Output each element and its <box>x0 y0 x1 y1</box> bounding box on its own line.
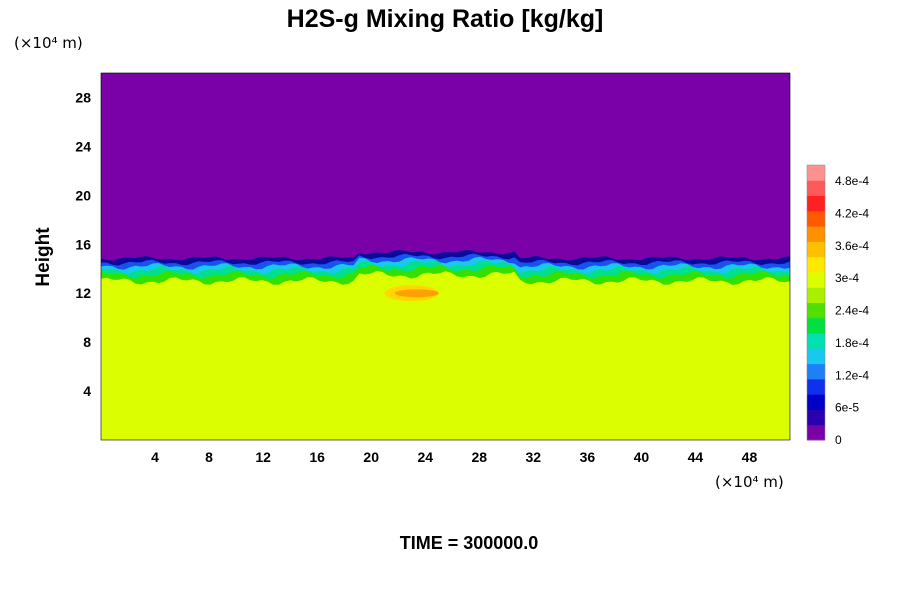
colorbar-tick-label: 1.2e-4 <box>835 368 869 382</box>
y-tick-label: 28 <box>75 89 91 105</box>
colorbar-tick-label: 6e-5 <box>835 401 859 415</box>
x-tick-label: 4 <box>151 449 159 465</box>
colorbar-tick-label: 3e-4 <box>835 271 859 285</box>
x-tick-label: 48 <box>742 449 758 465</box>
colorbar-segment <box>807 302 825 319</box>
colorbar-segment <box>807 287 825 303</box>
time-label: TIME = 300000.0 <box>400 533 539 553</box>
y-tick-label: 16 <box>75 236 91 252</box>
y-axis: 4 8 12 16 20 24 28 <box>75 89 91 399</box>
x-tick-label: 12 <box>255 449 271 465</box>
colorbar-frame <box>806 164 826 441</box>
plot-area <box>100 72 791 441</box>
colorbar-tick-label: 2.4e-4 <box>835 304 869 318</box>
colorbar-segment <box>807 210 825 227</box>
colorbar-tick-label: 3.6e-4 <box>835 239 869 253</box>
maximum-core <box>394 289 439 298</box>
colorbar-segment <box>807 348 825 365</box>
y-tick-label: 24 <box>75 138 91 154</box>
colorbar-segment <box>807 378 825 395</box>
colorbar-segment <box>807 394 825 410</box>
colorbar-segment <box>807 317 825 334</box>
colorbar-tick-label: 1.8e-4 <box>835 336 869 350</box>
colorbar-segment <box>807 180 825 197</box>
x-tick-label: 32 <box>526 449 542 465</box>
colorbar-segment <box>807 363 825 380</box>
colorbar: 4.8e-4 4.2e-4 3.6e-4 3e-4 2.4e-4 1.8e-4 1.2e-4… <box>806 164 869 447</box>
x-tick-label: 16 <box>309 449 325 465</box>
colorbar-segment <box>807 271 825 288</box>
colorbar-segment <box>807 256 825 273</box>
x-tick-label: 40 <box>634 449 650 465</box>
colorbar-tick-label: 4.8e-4 <box>835 174 869 188</box>
x-tick-label: 20 <box>363 449 379 465</box>
upper-zero-region <box>101 73 790 261</box>
colorbar-segment <box>807 409 825 426</box>
x-tick-label: 24 <box>417 449 433 465</box>
colorbar-segment <box>807 333 825 349</box>
y-axis-label: Height <box>33 227 54 287</box>
x-tick-label: 28 <box>471 449 487 465</box>
colorbar-tick-label: 4.2e-4 <box>835 207 869 221</box>
colorbar-segment <box>807 195 825 212</box>
x-tick-label: 44 <box>688 449 704 465</box>
colorbar-segment <box>807 424 825 441</box>
x-axis: 4 8 12 16 20 24 28 32 36 40 44 48 <box>151 449 757 465</box>
chart-title: H2S-g Mixing Ratio [kg/kg] <box>287 5 604 33</box>
colorbar-segment <box>807 241 825 258</box>
x-tick-label: 8 <box>205 449 213 465</box>
colorbar-segment <box>807 165 825 181</box>
colorbar-segment <box>807 226 825 242</box>
colorbar-tick-label: 0 <box>835 433 842 447</box>
y-tick-label: 20 <box>75 187 91 203</box>
plot-frame <box>100 72 791 441</box>
y-tick-label: 12 <box>75 285 91 301</box>
y-tick-label: 8 <box>83 334 91 350</box>
y-axis-unit: (×10⁴ m) <box>14 34 83 52</box>
x-tick-label: 36 <box>580 449 596 465</box>
x-axis-unit: (×10⁴ m) <box>715 473 784 491</box>
y-tick-label: 4 <box>83 383 91 399</box>
